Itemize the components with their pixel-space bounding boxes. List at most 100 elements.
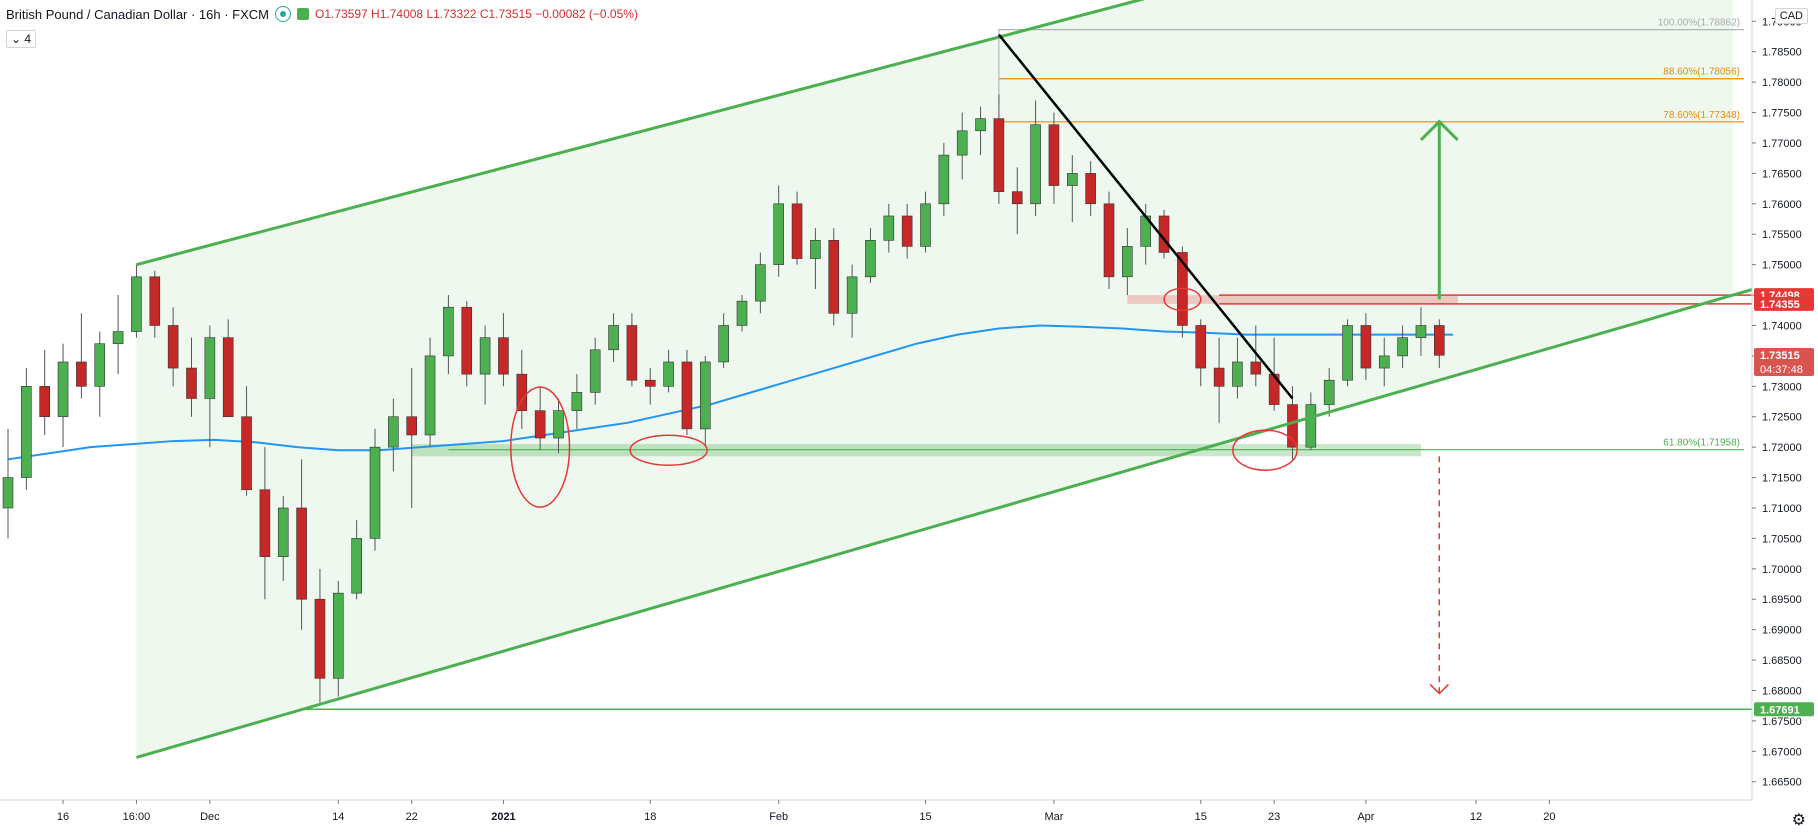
time-axis	[0, 800, 1752, 836]
price-label-box	[1754, 296, 1814, 311]
price-tick-label: 1.77500	[1762, 108, 1802, 120]
candle-body	[112, 331, 124, 345]
candle-body	[1232, 361, 1243, 387]
time-tick-label: 16	[57, 811, 69, 823]
candle-body	[1030, 124, 1041, 205]
candle-body	[2, 477, 14, 509]
indicator-count[interactable]: ⌄ 4	[6, 30, 37, 48]
price-tick-label: 1.76000	[1762, 199, 1802, 211]
price-tick-label: 1.67500	[1762, 716, 1802, 728]
price-tick-label: 1.78000	[1762, 77, 1802, 89]
candle-body	[461, 306, 473, 375]
time-tick-label: 12	[1470, 811, 1482, 823]
candle-body	[1360, 325, 1372, 369]
price-tick-label: 1.69500	[1762, 594, 1802, 606]
candle-body	[149, 276, 161, 326]
candle-body	[846, 276, 858, 314]
fib-level-label: 100.00%(1.78862)	[1658, 18, 1740, 29]
candle-body	[57, 361, 69, 418]
currency-badge[interactable]: CAD	[1774, 8, 1808, 24]
candle-body	[736, 300, 748, 326]
time-tick-label: 20	[1543, 811, 1555, 823]
time-tick-label: Mar	[1044, 811, 1063, 823]
price-tick-label: 1.71000	[1762, 503, 1802, 515]
price-tick-label: 1.70000	[1762, 564, 1802, 576]
time-tick-label: 16:00	[123, 811, 151, 823]
candle-body	[791, 203, 803, 259]
price-tick-label: 1.69000	[1762, 625, 1802, 637]
price-tick-label: 1.74000	[1762, 320, 1802, 332]
candle-body	[424, 355, 436, 436]
gear-icon[interactable]: ⚙	[1791, 812, 1806, 829]
candle-body	[277, 507, 289, 557]
candle-body	[883, 215, 895, 241]
symbol-title[interactable]: British Pound / Canadian Dollar · 16h · …	[6, 6, 270, 22]
target-up-arrowhead	[1419, 119, 1459, 141]
price-tick-label: 1.75500	[1762, 229, 1802, 241]
candle-body	[1378, 355, 1390, 369]
candle-body	[186, 367, 197, 399]
target-down-arrowhead	[1429, 683, 1450, 695]
candle-body	[351, 538, 362, 594]
price-tick-label: 1.67000	[1762, 746, 1802, 758]
time-tick-label: 14	[332, 811, 344, 823]
candle-body	[1397, 337, 1408, 357]
candle-body	[369, 446, 381, 539]
price-tick-label: 1.78500	[1762, 47, 1802, 59]
candle-body	[479, 337, 491, 375]
candle-body	[1122, 246, 1133, 278]
price-tick-label: 1.72500	[1762, 412, 1802, 424]
time-tick-label: 18	[644, 811, 656, 823]
candle-body	[406, 416, 418, 436]
candle-body	[681, 361, 693, 430]
candle-body	[443, 306, 454, 357]
candle-body	[332, 592, 344, 679]
candle-body	[956, 130, 968, 156]
resistance-zone	[1127, 295, 1458, 304]
candle-body	[1415, 325, 1427, 338]
channel-upper-line	[136, 0, 1146, 267]
candle-body	[1305, 404, 1317, 448]
candle-body	[718, 325, 729, 363]
candle-body	[1103, 203, 1115, 278]
candle-body	[204, 337, 216, 399]
time-tick-label: Feb	[769, 811, 788, 823]
fib-level-label: 88.60%(1.78056)	[1663, 67, 1740, 78]
countdown-label: 04:37:48	[1760, 364, 1803, 376]
highlight-ellipse	[1163, 287, 1202, 312]
time-tick-label: 2021	[491, 811, 515, 823]
price-tick-label: 1.68000	[1762, 685, 1802, 697]
candle-body	[94, 343, 106, 387]
flag-icon	[297, 8, 310, 20]
downtrend-line	[997, 33, 1294, 400]
candle-body	[1213, 367, 1225, 387]
price-tick-label: 1.70500	[1762, 533, 1802, 545]
candle-body	[388, 416, 399, 448]
price-label: 1.74355	[1760, 299, 1800, 311]
price-tick-label: 1.72000	[1762, 442, 1802, 454]
channel-lower-line	[136, 288, 1753, 759]
candle-body	[589, 349, 601, 393]
candle-body	[1085, 173, 1096, 205]
price-label: 1.67691	[1760, 704, 1800, 716]
chart-header: British Pound / Canadian Dollar · 16h · …	[6, 6, 638, 22]
candle-body	[993, 118, 1005, 192]
price-label: 1.73515	[1760, 350, 1800, 362]
candle-body	[975, 118, 986, 132]
highlight-ellipse	[510, 386, 571, 508]
candle-body	[498, 337, 509, 375]
time-tick-label: 15	[1195, 811, 1207, 823]
candle-body	[571, 392, 583, 411]
candle-body	[663, 361, 674, 387]
price-tick-label: 1.68500	[1762, 655, 1802, 667]
price-label-box	[1754, 347, 1814, 376]
candle-body	[222, 337, 234, 418]
candle-body	[314, 598, 326, 679]
candle-body	[21, 386, 32, 478]
candle-body	[1048, 124, 1060, 186]
candle-body	[755, 264, 766, 302]
candle-body	[1195, 325, 1207, 369]
candle-body	[1342, 325, 1353, 381]
candle-body	[296, 507, 307, 600]
